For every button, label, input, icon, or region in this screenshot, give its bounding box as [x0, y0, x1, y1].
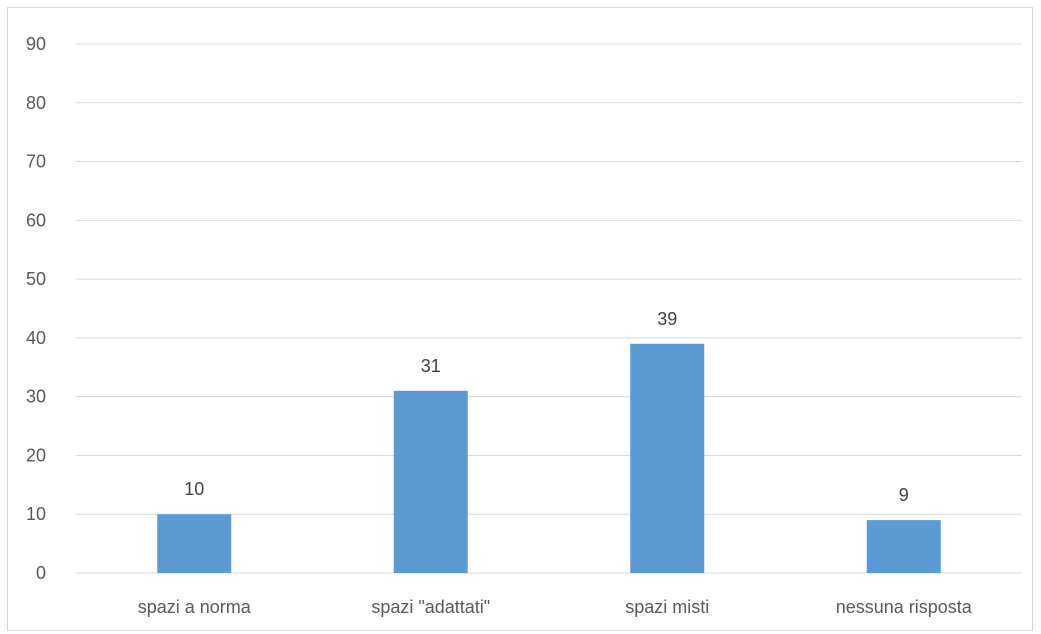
x-tick-label: spazi "adattati": [371, 597, 490, 617]
x-tick-label: spazi misti: [625, 597, 709, 617]
y-tick-label: 10: [26, 504, 46, 524]
y-tick-label: 0: [36, 563, 46, 583]
data-label: 39: [657, 309, 677, 329]
data-label: 10: [184, 479, 204, 499]
data-labels: 10 31 39 9: [184, 309, 909, 505]
bar: [157, 514, 232, 573]
y-tick-label: 60: [26, 210, 46, 230]
bar: [393, 390, 468, 573]
y-tick-label: 50: [26, 269, 46, 289]
y-tick-label: 40: [26, 328, 46, 348]
data-label: 9: [899, 485, 909, 505]
bar: [866, 520, 941, 573]
y-tick-label: 90: [26, 34, 46, 54]
bars: [157, 343, 941, 573]
bar-chart: 0 10 20 30 40 50 60 70 80 90 10 31 39 9 spazi a norm…: [26, 34, 1022, 617]
bar: [630, 343, 705, 573]
x-tick-label: nessuna risposta: [836, 597, 973, 617]
data-label: 31: [421, 356, 441, 376]
x-tick-label: spazi a norma: [138, 597, 252, 617]
y-axis-tick-labels: 0 10 20 30 40 50 60 70 80 90: [26, 34, 46, 583]
x-axis-tick-labels: spazi a norma spazi "adattati" spazi misti…: [138, 597, 973, 617]
y-tick-label: 30: [26, 387, 46, 407]
gridlines: [76, 43, 1022, 574]
y-tick-label: 80: [26, 93, 46, 113]
y-tick-label: 70: [26, 152, 46, 172]
chart-area: 0 10 20 30 40 50 60 70 80 90 10 31 39 9 spazi a norm…: [7, 7, 1033, 631]
y-tick-label: 20: [26, 445, 46, 465]
